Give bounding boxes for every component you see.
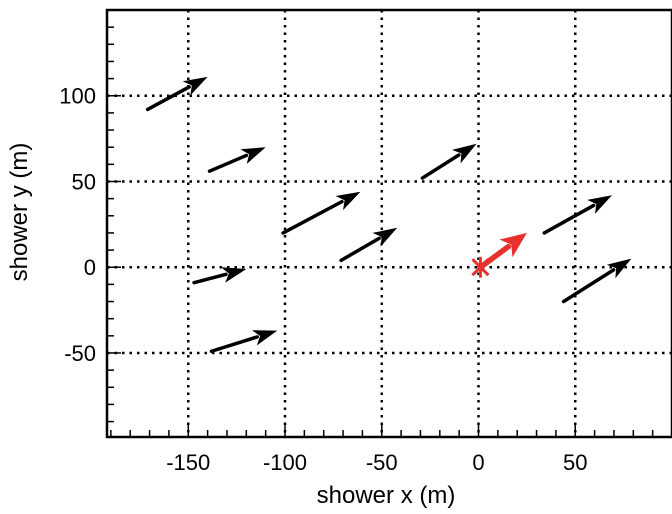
- y-tick-label: -50: [64, 341, 96, 366]
- y-axis-label: shower y (m): [6, 143, 33, 282]
- x-tick-label: -100: [263, 450, 307, 475]
- arrow: [145, 76, 208, 112]
- x-axis-label: shower x (m): [317, 482, 456, 509]
- arrow-shaft: [542, 203, 596, 235]
- y-tick-label: 0: [84, 255, 96, 280]
- arrow-shaft: [561, 268, 616, 304]
- arrow-shaft: [192, 272, 228, 285]
- arrow-head: [240, 147, 266, 164]
- arrow-shaft: [420, 153, 461, 180]
- x-tick-label: 0: [472, 450, 484, 475]
- x-tick-label: -150: [166, 450, 210, 475]
- arrow-shaft: [281, 199, 344, 235]
- arrow-head: [182, 76, 208, 96]
- arrow-shaft: [207, 153, 249, 173]
- arrow-head: [606, 258, 632, 279]
- arrow-head: [335, 191, 361, 211]
- y-tick-label: 50: [72, 169, 96, 194]
- shower-core: [471, 232, 527, 278]
- y-tick-label: 100: [59, 84, 96, 109]
- grid: [107, 10, 672, 437]
- arrow: [207, 147, 266, 173]
- arrow-head: [452, 143, 477, 164]
- arrow: [561, 258, 632, 304]
- arrow: [420, 143, 477, 180]
- arrow-head: [587, 195, 613, 214]
- tick-labels: -150 -100 -50 0 50 -50 0 50 100: [59, 84, 587, 475]
- arrow-head: [499, 232, 527, 258]
- arrow: [542, 195, 613, 235]
- arrow-shaft: [209, 335, 259, 354]
- arrow-shaft: [145, 85, 191, 112]
- arrow-head: [251, 330, 278, 346]
- arrow-shaft: [339, 236, 381, 263]
- plot-frame: [105, 8, 672, 439]
- arrow: [281, 191, 361, 235]
- arrow-head: [221, 267, 247, 283]
- arrow: [339, 227, 398, 263]
- arrow: [192, 267, 247, 285]
- axis-ticks: [107, 9, 672, 437]
- arrows: [145, 76, 632, 354]
- x-tick-label: -50: [366, 450, 398, 475]
- arrow: [209, 330, 278, 354]
- x-tick-label: 50: [563, 450, 587, 475]
- arrow-head: [372, 227, 398, 247]
